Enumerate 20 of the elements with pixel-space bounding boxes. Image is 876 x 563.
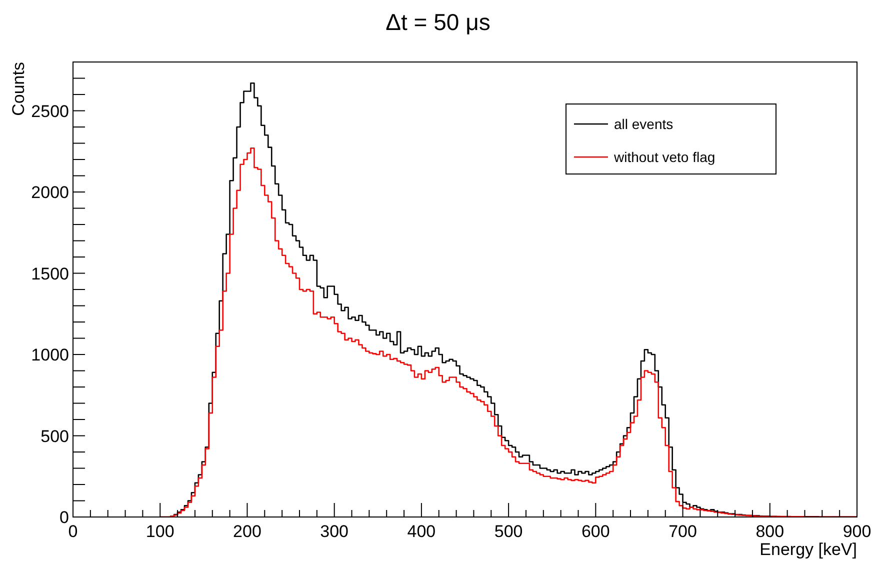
x-tick-label: 100 <box>146 522 174 541</box>
x-tick-label: 300 <box>320 522 349 541</box>
x-tick-label: 200 <box>233 522 262 541</box>
y-tick-label: 0 <box>60 508 69 527</box>
y-axis-title: Counts <box>9 62 28 116</box>
legend-label: without veto flag <box>613 149 716 165</box>
x-tick-label: 800 <box>756 522 784 541</box>
x-axis-title: Energy [keV] <box>760 540 857 559</box>
legend-label: all events <box>614 116 674 132</box>
x-tick-label: 400 <box>407 522 436 541</box>
y-tick-label: 2500 <box>31 102 69 121</box>
chart-title: Δt = 50 μs <box>386 9 490 35</box>
x-tick-label: 700 <box>668 522 697 541</box>
x-tick-label: 500 <box>494 522 523 541</box>
y-tick-label: 2000 <box>31 183 69 202</box>
x-tick-label: 900 <box>842 522 872 541</box>
x-tick-label: 600 <box>581 522 610 541</box>
y-tick-label: 1500 <box>31 264 69 284</box>
y-tick-label: 1000 <box>31 346 69 364</box>
y-tick-label: 500 <box>40 426 69 446</box>
